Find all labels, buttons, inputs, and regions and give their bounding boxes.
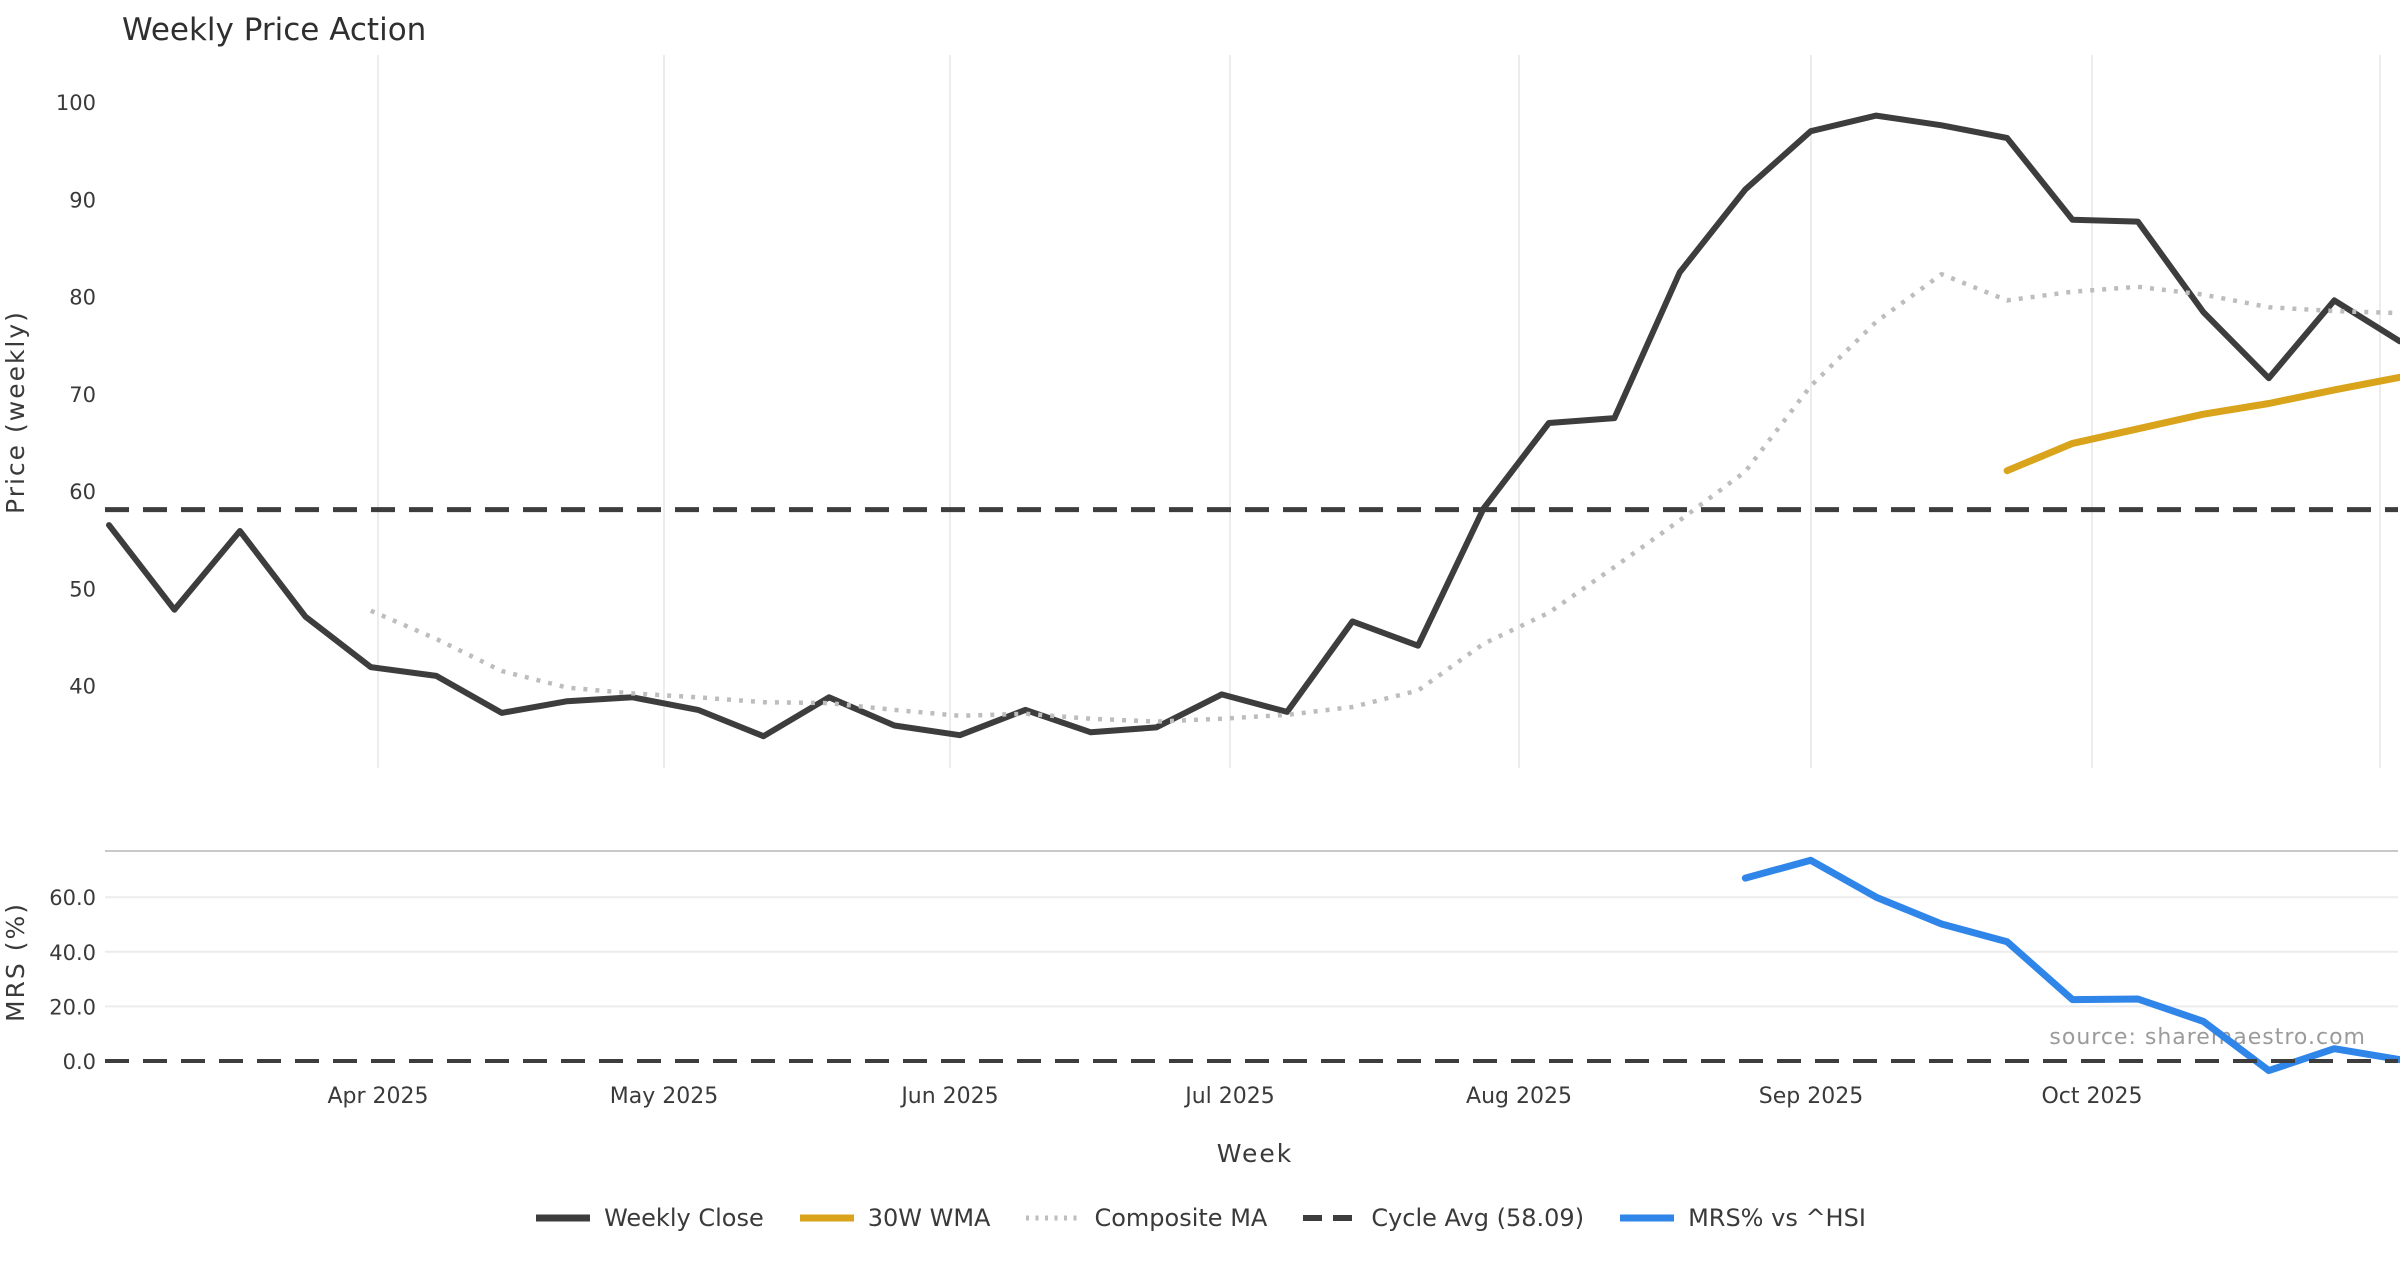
mrs-y-tick-label: 60.0 [49,886,96,910]
legend-label: Composite MA [1094,1204,1268,1232]
legend-label: Weekly Close [604,1204,764,1232]
price-y-tick-label: 90 [69,188,96,212]
mrs-y-tick-label: 20.0 [49,995,96,1019]
mrs-y-axis-title: MRS (%) [1,902,30,1022]
tick-labels-group: 40 50 60 70 80 90 100 0.0 20.0 40.0 60.0 Apr 2025 Ma… [49,91,2142,1109]
x-tick-label: Sep 2025 [1759,1084,1863,1109]
page-title: Weekly Price Action [122,12,426,48]
price-y-tick-label: 100 [56,91,96,115]
legend: Weekly Close 30W WMA Composite MA Cycle … [0,1204,2400,1232]
mrs-y-tick-label: 40.0 [49,941,96,965]
weekly-close-swatch-icon [536,1214,591,1222]
legend-item-weekly-close: Weekly Close [534,1204,764,1232]
legend-label: 30W WMA [867,1204,991,1232]
mrs-y-tick-label: 0.0 [63,1050,96,1074]
composite-ma-line [369,271,2400,724]
mrs-swatch-icon [1620,1214,1675,1222]
price-y-tick-label: 50 [69,577,96,601]
composite-swatch-icon [1026,1215,1081,1221]
30w-wma-line [2003,373,2400,475]
mrs-vs-hsi-line [1741,856,2400,1075]
legend-label: Cycle Avg (58.09) [1371,1204,1585,1232]
x-tick-label: Jun 2025 [899,1084,998,1109]
legend-item-30w-wma: 30W WMA [798,1204,991,1232]
legend-item-cycle-avg: Cycle Avg (58.09) [1301,1204,1584,1232]
cycle-avg-swatch-icon [1303,1215,1358,1221]
x-tick-label: Oct 2025 [2041,1084,2142,1109]
x-tick-label: Apr 2025 [327,1084,428,1109]
series-lines-group [105,112,2400,1075]
price-y-tick-label: 60 [69,480,96,504]
x-tick-label: Jul 2025 [1183,1084,1275,1109]
legend-item-mrs: MRS% vs ^HSI [1618,1204,1866,1232]
x-tick-label: May 2025 [610,1084,718,1109]
gridlines-group [105,55,2398,1008]
source-watermark: source: sharemaestro.com [2049,1025,2366,1050]
legend-label: MRS% vs ^HSI [1688,1204,1866,1232]
price-y-axis-title: Price (weekly) [1,310,30,514]
price-y-tick-label: 70 [69,383,96,407]
x-axis-title: Week [1217,1139,1294,1168]
legend-item-composite-ma: Composite MA [1024,1204,1267,1232]
price-y-tick-label: 40 [69,675,96,699]
x-tick-label: Aug 2025 [1466,1084,1572,1109]
wma-swatch-icon [799,1214,854,1222]
price-y-tick-label: 80 [69,286,96,310]
weekly-close-line [106,112,2400,740]
